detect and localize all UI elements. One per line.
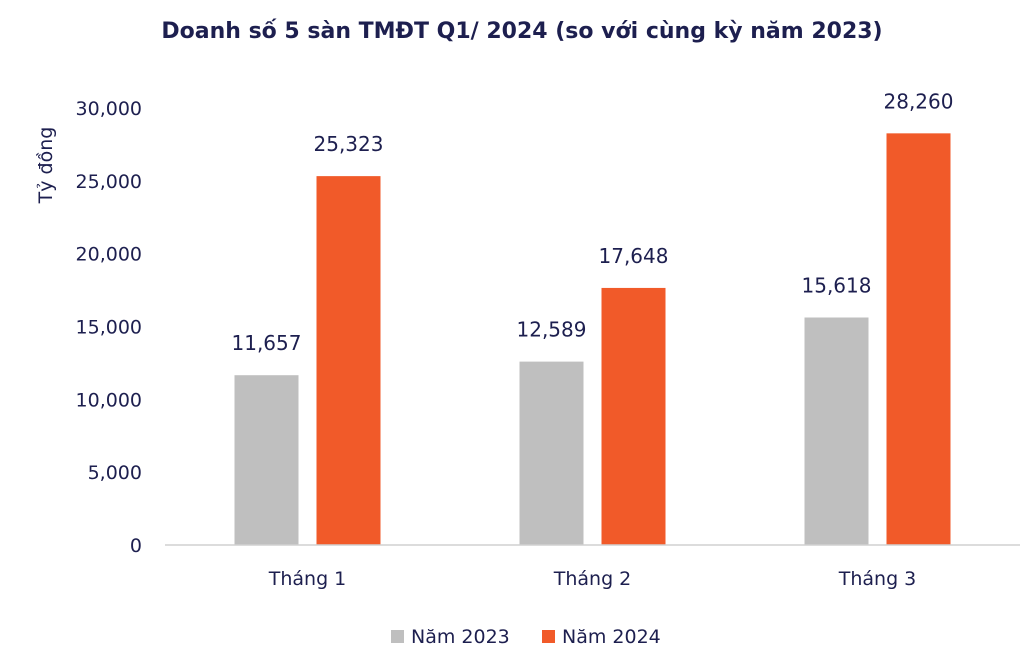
bar-nam-2024-3 [886, 133, 951, 545]
x-axis-categories: Tháng 1 Tháng 2 Tháng 3 [268, 568, 917, 590]
y-tick-label: 25,000 [76, 171, 142, 193]
bar-nam-2023-2 [519, 361, 584, 545]
x-tick-label: Tháng 3 [838, 568, 917, 590]
data-label: 11,657 [232, 331, 302, 355]
legend: Năm 2023 Năm 2024 [391, 626, 661, 648]
y-tick-label: 5,000 [88, 462, 142, 484]
bar-nam-2024-1 [316, 176, 381, 545]
bars [234, 133, 951, 545]
y-tick-label: 15,000 [76, 317, 142, 339]
bar-nam-2023-3 [804, 317, 869, 545]
chart-title: Doanh số 5 sàn TMĐT Q1/ 2024 (so với cùn… [161, 19, 882, 44]
data-labels: 11,657 25,323 12,589 17,648 15,618 28,260 [232, 89, 954, 355]
bar-nam-2023-1 [234, 375, 299, 545]
data-label: 25,323 [314, 132, 384, 156]
y-axis-label: Tỷ đồng [35, 127, 57, 205]
y-tick-label: 20,000 [76, 244, 142, 266]
y-tick-label: 10,000 [76, 389, 142, 411]
legend-swatch [391, 630, 404, 643]
legend-label: Năm 2024 [562, 626, 661, 648]
legend-label: Năm 2023 [411, 626, 510, 648]
y-tick-label: 30,000 [76, 98, 142, 120]
data-label: 28,260 [884, 89, 954, 113]
data-label: 17,648 [599, 244, 669, 268]
bar-nam-2024-2 [601, 287, 666, 545]
x-tick-label: Tháng 2 [553, 568, 632, 590]
legend-swatch [542, 630, 555, 643]
y-axis-ticks: 0 5,000 10,000 15,000 20,000 25,000 30,000 [76, 98, 142, 557]
x-tick-label: Tháng 1 [268, 568, 347, 590]
y-tick-label: 0 [130, 535, 142, 557]
data-label: 15,618 [802, 273, 872, 297]
data-label: 12,589 [517, 318, 587, 342]
